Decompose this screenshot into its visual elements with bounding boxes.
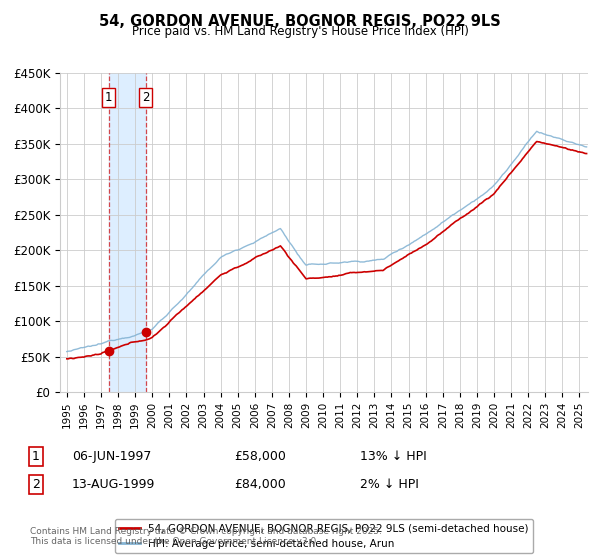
Legend: 54, GORDON AVENUE, BOGNOR REGIS, PO22 9LS (semi-detached house), HPI: Average pr: 54, GORDON AVENUE, BOGNOR REGIS, PO22 9L… <box>115 519 533 553</box>
Bar <box>109 73 146 392</box>
Text: 54, GORDON AVENUE, BOGNOR REGIS, PO22 9LS: 54, GORDON AVENUE, BOGNOR REGIS, PO22 9L… <box>99 14 501 29</box>
Text: 2% ↓ HPI: 2% ↓ HPI <box>360 478 419 491</box>
Text: £58,000: £58,000 <box>234 450 286 463</box>
Text: 13% ↓ HPI: 13% ↓ HPI <box>360 450 427 463</box>
Text: 2: 2 <box>32 478 40 491</box>
Text: Price paid vs. HM Land Registry's House Price Index (HPI): Price paid vs. HM Land Registry's House … <box>131 25 469 38</box>
Text: 13-AUG-1999: 13-AUG-1999 <box>72 478 155 491</box>
Text: £84,000: £84,000 <box>234 478 286 491</box>
Text: 1: 1 <box>32 450 40 463</box>
Text: 06-JUN-1997: 06-JUN-1997 <box>72 450 151 463</box>
Text: Contains HM Land Registry data © Crown copyright and database right 2025.
This d: Contains HM Land Registry data © Crown c… <box>30 526 382 546</box>
Text: 2: 2 <box>142 91 149 104</box>
Text: 1: 1 <box>105 91 112 104</box>
